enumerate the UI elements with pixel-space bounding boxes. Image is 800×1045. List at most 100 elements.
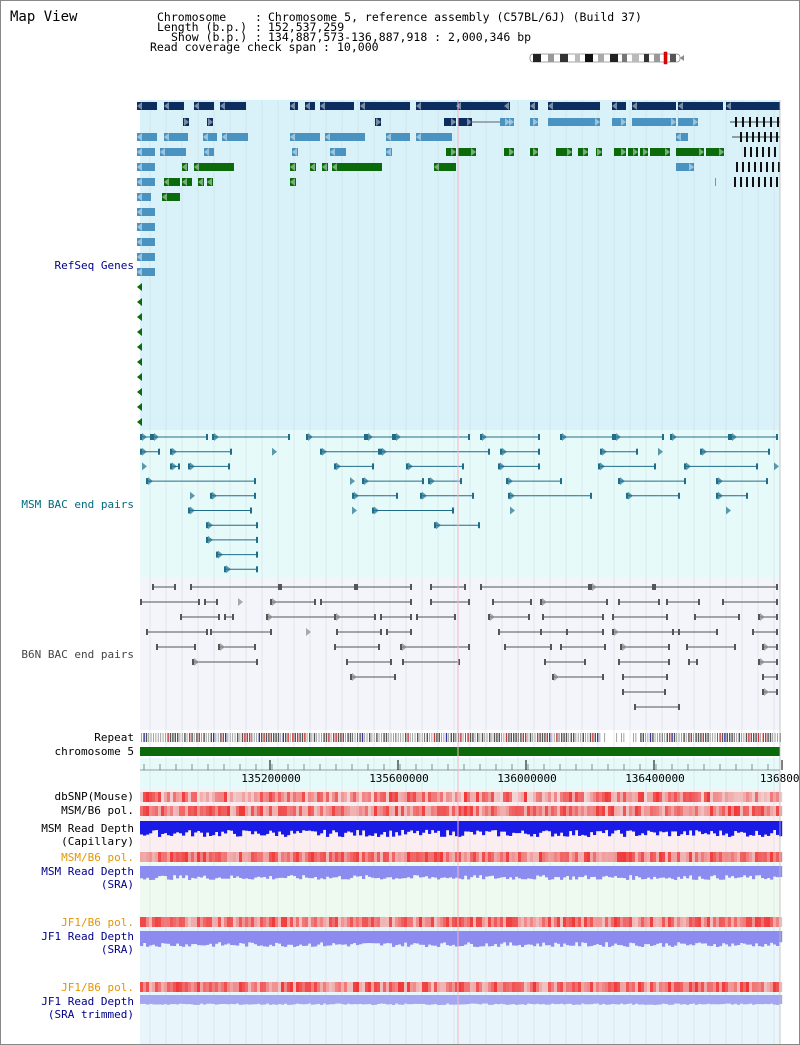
depth-bar [725, 995, 729, 1004]
heat-cell [731, 806, 735, 816]
depth-bar [644, 931, 648, 945]
depth-bar [224, 931, 228, 945]
heat-cell [344, 806, 348, 816]
heat-cell [557, 982, 561, 992]
heat-cell [293, 917, 297, 927]
heat-cell [152, 792, 156, 802]
heat-cell [317, 852, 321, 862]
b6n-bac-pairs[interactable] [140, 583, 778, 710]
gene-arrow-small [137, 283, 142, 291]
depth-bar [188, 866, 192, 880]
bac-arrow [482, 433, 487, 441]
heat-cell [317, 806, 321, 816]
depth-bar [776, 866, 780, 878]
msm-bac-pairs[interactable] [140, 433, 779, 574]
heat-cell [470, 982, 474, 992]
heat-cell [602, 917, 606, 927]
bac-end [314, 599, 316, 605]
gene-arrow [505, 118, 510, 126]
gene-arrow [220, 102, 225, 110]
heat-cell [164, 792, 168, 802]
bac-end [734, 644, 736, 650]
heat-cell [545, 982, 549, 992]
depth-bar [404, 821, 408, 835]
depth-bar [155, 866, 159, 878]
depth-bar [236, 821, 240, 837]
gene-block [360, 102, 410, 110]
depth-bar [386, 821, 390, 837]
bac-arrow [352, 673, 357, 681]
heat-cell [512, 917, 516, 927]
repeat-mark [599, 733, 601, 742]
depth-bar [293, 866, 297, 877]
depth-bar [509, 821, 513, 836]
depth-bar [266, 995, 270, 1004]
heat-cell [239, 982, 243, 992]
b6n-bac-label[interactable]: B6N BAC end pairs [21, 648, 134, 661]
depth-bar [305, 866, 309, 878]
depth-bar [311, 821, 315, 832]
depth-bar [170, 866, 174, 880]
heat-cell [329, 982, 333, 992]
depth-bar [617, 866, 621, 878]
heat-cell [335, 917, 339, 927]
depth-bar [398, 821, 402, 836]
depth-bar [371, 821, 375, 836]
heat-cell [743, 806, 747, 816]
depth-bar [776, 821, 780, 835]
depth-bar [224, 995, 228, 1005]
heat-cell [140, 792, 144, 802]
heat-cell [599, 982, 603, 992]
depth-bar [437, 995, 441, 1005]
chromosome-ideogram[interactable] [529, 51, 684, 65]
heat-cell [770, 792, 774, 802]
depth-bar [392, 821, 396, 837]
depth-bar [653, 931, 657, 946]
gene-arrow [137, 208, 142, 216]
heat-cell [332, 792, 336, 802]
heat-cell [740, 917, 744, 927]
depth-bar [710, 821, 714, 832]
gene-arrow [207, 178, 212, 186]
heat-cell [749, 982, 753, 992]
heat-cell [728, 982, 732, 992]
heat-cell [668, 917, 672, 927]
depth-bar [713, 866, 717, 876]
heat-cell [263, 982, 267, 992]
bac-arrow [352, 506, 357, 515]
bac-arrow [208, 521, 213, 530]
msm-bac-label[interactable]: MSM BAC end pairs [21, 498, 134, 511]
bac-end [762, 674, 764, 680]
heat-cell [728, 917, 732, 927]
depth-bar [548, 931, 552, 946]
bac-end [716, 629, 718, 635]
depth-bar [227, 995, 231, 1005]
repeat-mark [745, 733, 748, 742]
depth-bar [446, 931, 450, 946]
refseq-genes[interactable] [137, 102, 780, 426]
repeat-mark [513, 733, 515, 742]
gene-block [320, 102, 354, 110]
heat-cell [434, 792, 438, 802]
heat-cell [608, 917, 612, 927]
heat-cell [542, 852, 546, 862]
depth-bar [407, 995, 411, 1005]
depth-bar [269, 821, 273, 831]
heat-cell [398, 982, 402, 992]
depth-bar [269, 931, 273, 945]
depth-bar [158, 995, 162, 1005]
heat-cell [758, 792, 762, 802]
depth-bar [500, 821, 504, 832]
repeat-mark [664, 733, 666, 742]
bac-end [410, 629, 412, 635]
bac-end [776, 644, 778, 650]
repeat-mark [270, 733, 272, 742]
bac-arrow [500, 462, 505, 471]
depth-bar [161, 821, 165, 834]
depth-bar [551, 931, 555, 947]
heat-cell [425, 806, 429, 816]
heat-cell [683, 806, 687, 816]
heat-cell [770, 917, 774, 927]
refseq-label[interactable]: RefSeq Genes [54, 259, 134, 272]
depth-bar [455, 931, 459, 947]
